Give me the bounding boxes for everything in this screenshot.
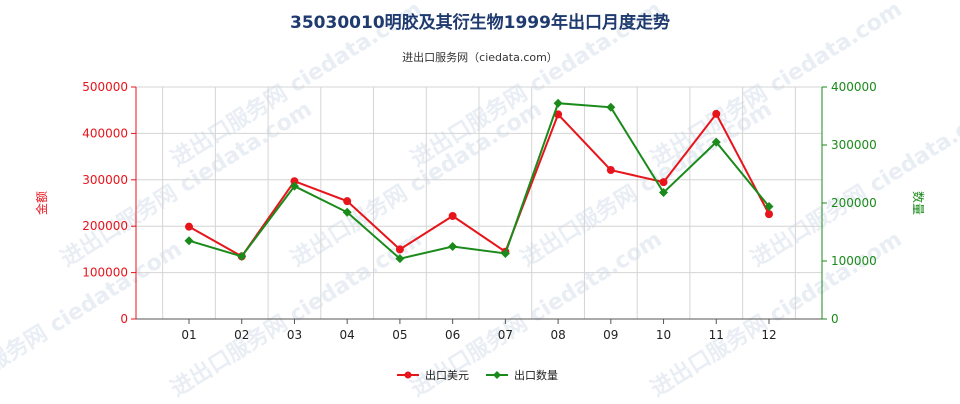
left-axis-tick-label: 500000 [82,80,128,94]
data-point [500,248,510,258]
data-point [659,188,669,198]
left-axis-label: 金额 [34,191,49,215]
x-axis-tick-label: 07 [498,328,513,342]
data-point [448,211,457,220]
right-axis-label: 数量 [911,191,926,215]
legend-swatch-marker [404,371,412,379]
left-axis-tick-label: 0 [120,312,128,326]
x-axis-tick-label: 11 [709,328,724,342]
data-point [712,109,721,118]
x-axis-tick-label: 01 [181,328,196,342]
right-axis-tick-label: 200000 [831,196,877,210]
x-axis-tick-label: 05 [392,328,407,342]
data-point [448,242,458,251]
data-point [395,245,404,254]
data-point [237,251,247,261]
data-point [290,177,299,186]
left-axis-tick-label: 300000 [82,173,128,187]
x-axis-tick-label: 06 [445,328,460,342]
series-export-qty [184,98,774,264]
legend-swatch-marker [493,371,501,379]
x-axis-tick-label: 02 [234,328,249,342]
data-point [711,137,721,147]
right-axis-tick-label: 400000 [831,80,877,94]
x-axis-tick-label: 09 [603,328,618,342]
left-axis-tick-label: 200000 [82,219,128,233]
legend-item-export-qty[interactable]: 出口数量 [486,368,558,382]
x-axis-tick-label: 12 [761,328,776,342]
series-layer [184,98,774,264]
x-axis-tick-label: 03 [287,328,302,342]
legend-label: 出口数量 [514,368,558,382]
data-point [554,110,563,119]
axes-layer: 0 100000 200000 300000 400000 500000 0 100000 20… [82,80,877,342]
right-axis-tick-label: 100000 [831,254,877,268]
chart-title: 35030010明胶及其衍生物1999年出口月度走势 [290,12,670,33]
legend-label: 出口美元 [425,368,469,382]
data-point [553,98,563,108]
data-point [185,222,193,231]
right-axis-tick-label: 0 [831,312,839,326]
series-line [188,112,770,258]
data-point [184,236,194,246]
chart-subtitle: 进出口服务网（ciedata.com） [402,50,558,64]
data-point [606,102,616,112]
x-axis-tick-label: 04 [340,328,355,342]
data-point [659,178,668,187]
data-point [343,197,352,206]
data-point [395,254,405,264]
data-point [765,210,773,219]
data-point [342,207,352,217]
watermark-text: 进出口服务网 ciedata.com [0,237,186,400]
left-axis-tick-label: 400000 [82,126,128,140]
x-axis-tick-label: 10 [656,328,671,342]
watermark-text: 进出口服务网 ciedata.com [747,97,960,272]
series-line [188,102,770,260]
data-point [289,181,299,191]
data-point [764,201,774,211]
right-axis-tick-label: 300000 [831,138,877,152]
x-axis-tick-label: 08 [550,328,565,342]
legend-item-export-usd[interactable]: 出口美元 [397,368,469,382]
left-axis-tick-label: 100000 [82,266,128,280]
legend: 出口美元 出口数量 [397,368,558,382]
data-point [606,166,615,175]
